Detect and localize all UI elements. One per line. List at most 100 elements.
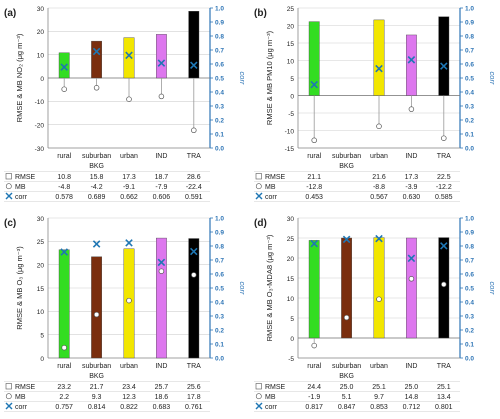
table-cell: 5.1 — [342, 394, 352, 401]
y2-tick-label: 0.8 — [465, 34, 474, 41]
y-tick-label: -10 — [285, 128, 295, 135]
chart-panel-2: -15 -10 -5 0 5 10 15 20 25 0.0 0.1 0.2 0.3 0.4 0.5 0.6 0… — [254, 6, 497, 202]
table-cell: 25.6 — [187, 384, 201, 391]
y2-tick-label: 1.0 — [465, 6, 474, 13]
rmse-bar-suburban — [91, 40, 102, 79]
mb-marker-IND — [158, 93, 165, 100]
y-tick-label: 10 — [287, 58, 295, 65]
panel-label: (a) — [4, 8, 16, 19]
y-tick-label: 15 — [37, 286, 45, 293]
mb-marker-TRA — [191, 272, 197, 278]
table-cell: 0.578 — [55, 194, 73, 201]
y2-tick-label: 0.6 — [215, 272, 224, 279]
y-axis-label: RMSE & MB PM10 (μg m⁻³) — [265, 30, 274, 125]
y-tick-label: -10 — [35, 99, 45, 106]
y2-tick-label: 0.2 — [465, 118, 474, 125]
rmse-bar-TRA — [438, 16, 450, 96]
table-cell: 14.8 — [405, 394, 419, 401]
mb-marker-urban — [376, 296, 382, 302]
table-cell: 2.2 — [59, 394, 69, 401]
y2-tick-label: 0.5 — [465, 76, 474, 83]
y2-tick-label: 0.5 — [465, 286, 474, 293]
y2-tick-label: 0.8 — [215, 34, 224, 41]
y2-tick-label: 0.0 — [215, 356, 224, 363]
y2-tick-label: 0.4 — [465, 300, 474, 307]
legend-corr-symbol — [5, 192, 13, 200]
table-cell: -9.1 — [123, 184, 135, 191]
y-tick-label: 15 — [287, 276, 295, 283]
table-cell: 0.847 — [338, 404, 356, 411]
y-tick-label: -20 — [35, 122, 45, 129]
table-cell: 28.6 — [187, 174, 201, 181]
table-row-label: corr — [265, 194, 278, 201]
x-tick-label: suburban — [82, 363, 111, 370]
table-cell: 0.801 — [435, 404, 453, 411]
corr-marker-urban — [375, 64, 383, 73]
y-tick-label: 25 — [37, 239, 45, 246]
table-cell: 17.3 — [405, 174, 419, 181]
rmse-bar-rural — [58, 52, 70, 79]
y2-tick-label: 0.8 — [215, 244, 224, 251]
y-tick-label: 20 — [287, 256, 295, 263]
y2-tick-label: 0.6 — [465, 272, 474, 279]
panel-label: (b) — [254, 8, 267, 19]
table-cell: 24.4 — [307, 384, 321, 391]
table-row-label: corr — [15, 194, 28, 201]
x-tick-label: IND — [155, 153, 167, 160]
table-cell: -22.4 — [186, 184, 202, 191]
y2-tick-label: 0.8 — [465, 244, 474, 251]
y2-tick-label: 0.3 — [465, 104, 474, 111]
table-cell: 0.630 — [403, 194, 421, 201]
y-tick-label: 0 — [40, 356, 44, 363]
x-tick-label: urban — [370, 153, 388, 160]
y2-tick-label: 0.4 — [465, 90, 474, 97]
table-cell: 0.453 — [305, 194, 323, 201]
y2-tick-label: 0.1 — [215, 132, 224, 139]
rmse-bar-IND — [156, 237, 167, 359]
table-cell: 12.3 — [122, 394, 136, 401]
table-row-label: corr — [265, 404, 278, 411]
corr-marker-urban — [125, 239, 133, 247]
legend-rmse-symbol — [255, 173, 262, 180]
table-cell: 23.2 — [57, 384, 71, 391]
table-cell: 25.0 — [405, 384, 419, 391]
y2-tick-label: 1.0 — [465, 216, 474, 223]
table-cell: -12.8 — [306, 184, 322, 191]
corr-marker-urban — [125, 51, 133, 60]
y2-tick-label: 1.0 — [215, 6, 224, 13]
y2-tick-label: 0.9 — [215, 20, 224, 27]
table-cell: -4.8 — [58, 184, 70, 191]
table-cell: 0.591 — [185, 194, 203, 201]
rmse-bar-urban — [123, 248, 135, 359]
y-tick-label: 10 — [287, 296, 295, 303]
corr-marker-rural — [60, 63, 68, 71]
mb-marker-IND — [408, 276, 415, 282]
y-tick-label: 0 — [290, 93, 294, 100]
y2-tick-label: 0.3 — [465, 314, 474, 321]
y2-tick-label: 0.4 — [215, 300, 224, 307]
table-cell: 9.7 — [374, 394, 384, 401]
y-tick-label: -15 — [285, 146, 295, 153]
table-cell: -8.8 — [373, 184, 385, 191]
panel-label: (d) — [254, 218, 267, 229]
table-cell: -1.9 — [308, 394, 320, 401]
table-cell: 9.3 — [92, 394, 102, 401]
x-tick-label: urban — [120, 363, 138, 370]
mb-marker-suburban — [93, 85, 100, 91]
y2-tick-label: 0.7 — [215, 258, 224, 265]
y-tick-label: 15 — [287, 41, 295, 48]
y-tick-label: 10 — [37, 309, 45, 316]
legend-corr-symbol — [5, 402, 13, 410]
table-cell: 25.7 — [155, 384, 169, 391]
table-cell: 0.712 — [403, 404, 421, 411]
panel-label: (c) — [4, 218, 16, 229]
x-tick-label: suburban — [82, 153, 111, 160]
group-label: BKG — [339, 163, 354, 170]
rmse-bar-TRA — [188, 238, 200, 359]
mb-marker-rural — [311, 342, 317, 349]
y2-tick-label: 0.2 — [215, 118, 224, 125]
y2-tick-label: 0.9 — [465, 230, 474, 237]
rmse-bar-urban — [373, 19, 385, 96]
rmse-bar-IND — [406, 237, 417, 339]
